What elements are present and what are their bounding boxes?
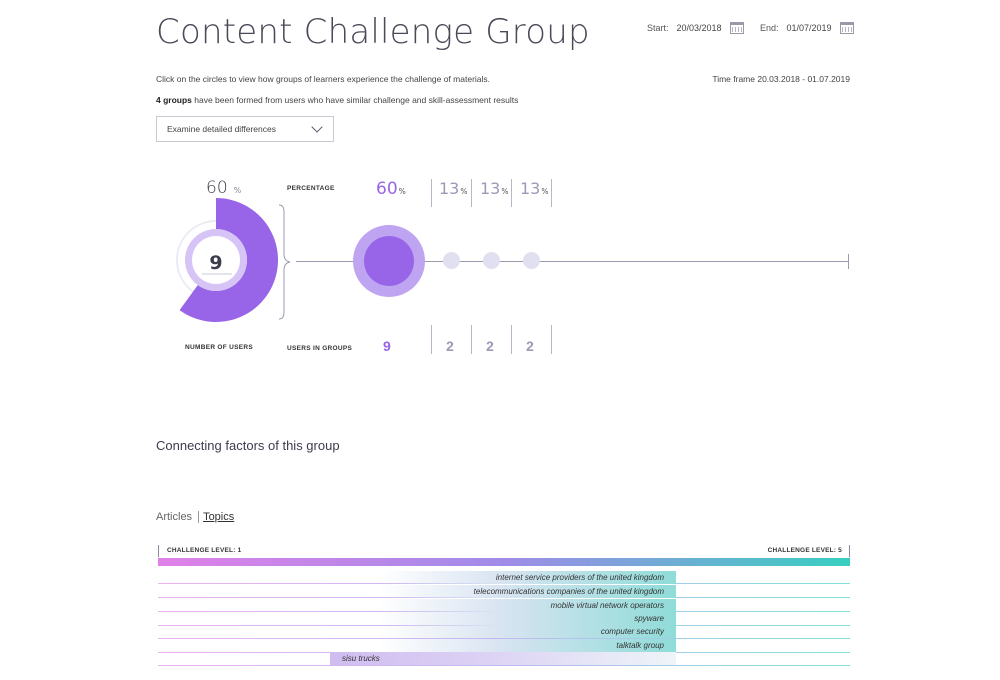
overview-percent-unit: % — [233, 186, 242, 195]
start-date-label: Start: — [647, 23, 669, 33]
group-1-percent-unit: % — [398, 187, 406, 196]
end-date-value[interactable]: 01/07/2019 — [786, 23, 832, 33]
topic-bar[interactable]: computer security — [380, 625, 676, 638]
group-separator — [511, 179, 512, 207]
users-in-groups-label: USERS IN GROUPS — [287, 345, 353, 352]
group-2-users: 2 — [446, 338, 454, 354]
group-1-percentage: 60% — [376, 179, 406, 199]
group-4-percent-value: 13 — [520, 179, 541, 198]
challenge-level-max-label: CHALLENGE LEVEL: 5 — [767, 547, 842, 554]
topic-bar[interactable]: telecommunications companies of the unit… — [380, 585, 676, 598]
end-date: End: 01/07/2019 — [760, 22, 854, 34]
groups-axis-line — [296, 261, 849, 262]
topics-challenge-chart: CHALLENGE LEVEL: 1 CHALLENGE LEVEL: 5 in… — [158, 545, 850, 680]
overview-percentage: 60% — [206, 178, 241, 198]
page-title: Content Challenge Group — [156, 12, 590, 52]
start-date-value[interactable]: 20/03/2018 — [676, 23, 722, 33]
group-3-circle[interactable] — [483, 252, 500, 269]
content-type-tabs: Articles Topics — [156, 511, 234, 523]
overview-percent-value: 60 — [206, 178, 228, 198]
group-separator — [511, 325, 512, 354]
bracket-divider — [278, 204, 291, 320]
chevron-down-icon — [311, 121, 323, 133]
donut-percentage-arc — [179, 198, 278, 322]
row-line — [158, 638, 850, 639]
start-date: Start: 20/03/2018 — [647, 22, 744, 34]
groups-count: 4 groups — [156, 95, 192, 105]
view-mode-dropdown[interactable]: Examine detailed differences — [156, 116, 334, 142]
group-2-percentage: 13% — [439, 179, 468, 198]
tab-topics[interactable]: Topics — [203, 511, 235, 523]
instruction-text: Click on the circles to view how groups … — [156, 74, 491, 84]
group-1-circle-core — [364, 236, 414, 286]
challenge-gradient-bar — [158, 558, 850, 566]
group-separator — [551, 179, 552, 207]
timeframe-text: Time frame 20.03.2018 - 01.07.2019 — [712, 74, 850, 84]
group-2-percent-unit: % — [460, 187, 468, 196]
topic-bar[interactable]: sisu trucks — [330, 652, 676, 665]
row-line — [158, 665, 850, 666]
calendar-icon[interactable] — [729, 22, 744, 34]
group-2-circle[interactable] — [443, 252, 460, 269]
group-separator — [471, 179, 472, 207]
donut-users-count: 9 — [209, 252, 222, 274]
group-3-users: 2 — [486, 338, 494, 354]
groups-summary: 4 groups have been formed from users who… — [156, 95, 518, 105]
groups-axis-end — [848, 254, 849, 269]
group-3-percent-unit: % — [501, 187, 509, 196]
challenge-scale-tick — [849, 545, 850, 557]
group-separator — [431, 325, 432, 354]
group-1-percent-value: 60 — [376, 179, 398, 199]
group-separator — [551, 325, 552, 354]
group-4-percent-unit: % — [541, 187, 549, 196]
end-date-label: End: — [760, 23, 779, 33]
groups-summary-text: have been formed from users who have sim… — [191, 95, 519, 105]
group-4-percentage: 13% — [520, 179, 549, 198]
group-2-percent-value: 13 — [439, 179, 460, 198]
group-3-percentage: 13% — [480, 179, 509, 198]
topic-bar[interactable]: internet service providers of the united… — [380, 571, 676, 584]
challenge-scale-tick — [158, 545, 159, 557]
users-donut-chart: 9 — [176, 198, 278, 322]
group-1-circle[interactable] — [353, 225, 425, 297]
topic-bar[interactable]: talktalk group — [380, 639, 676, 652]
connecting-factors-title: Connecting factors of this group — [156, 438, 340, 453]
group-3-percent-value: 13 — [480, 179, 501, 198]
calendar-icon[interactable] — [839, 22, 854, 34]
group-4-users: 2 — [526, 338, 534, 354]
challenge-level-min-label: CHALLENGE LEVEL: 1 — [167, 547, 242, 554]
dropdown-selected-value: Examine detailed differences — [167, 124, 276, 134]
tab-divider — [198, 511, 200, 523]
group-1-users: 9 — [383, 338, 391, 354]
group-4-circle[interactable] — [523, 252, 540, 269]
number-of-users-label: NUMBER OF USERS — [185, 344, 254, 351]
tab-articles[interactable]: Articles — [156, 511, 193, 523]
group-separator — [431, 179, 432, 207]
percentage-label: PERCENTAGE — [287, 185, 335, 192]
topic-bar[interactable]: mobile virtual network operators — [380, 599, 676, 612]
group-separator — [471, 325, 472, 354]
topic-bar[interactable]: spyware — [380, 612, 676, 625]
donut-center — [192, 236, 240, 284]
